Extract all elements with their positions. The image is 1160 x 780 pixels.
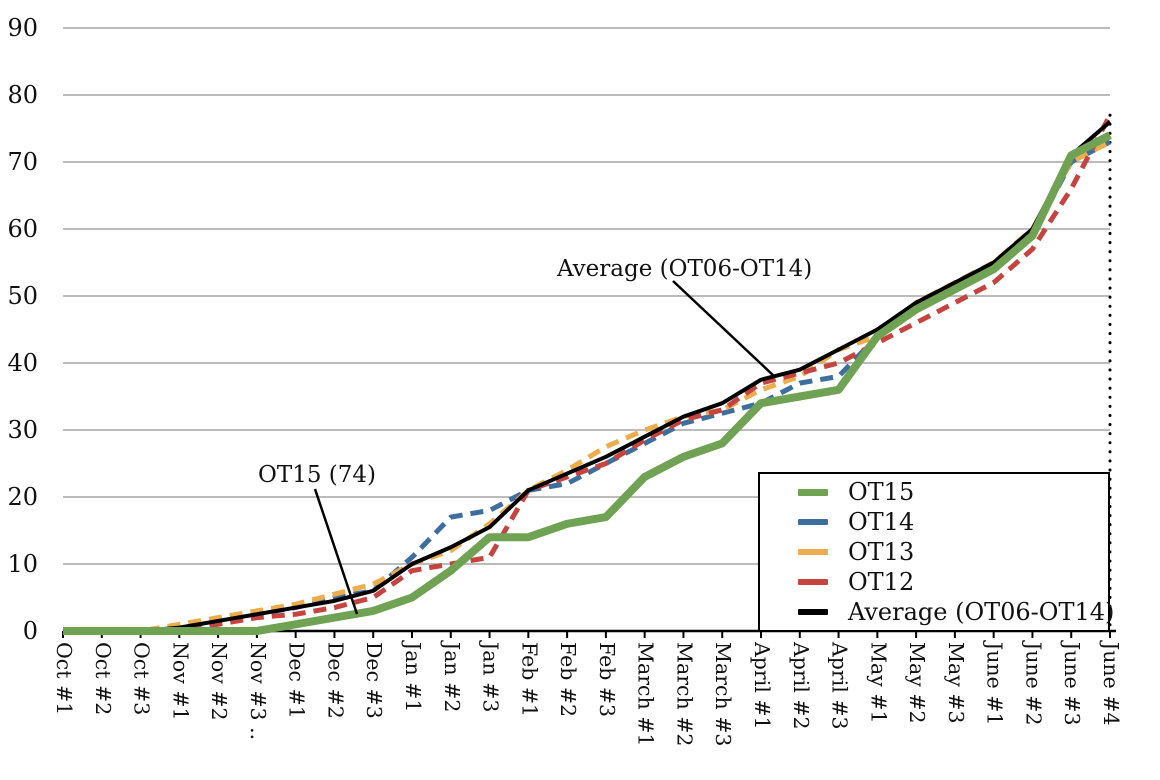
y-tick-label: 70 [7, 148, 38, 176]
legend-label: OT12 [848, 568, 915, 596]
y-tick-label: 30 [7, 416, 38, 444]
legend-label: OT15 [848, 478, 915, 506]
y-tick-label: 60 [7, 215, 38, 243]
x-tick-label: March #1 [634, 642, 658, 746]
x-tick-label: April #3 [828, 641, 852, 730]
legend-item-ot14: OT14 [798, 507, 1108, 537]
gridlines-group [63, 27, 1110, 565]
legend-swatch-icon [798, 488, 828, 496]
y-tick-label: 40 [7, 349, 38, 377]
y-tick-label: 80 [7, 81, 38, 109]
x-tick-label: Oct #1 [52, 642, 76, 715]
x-tick-label: Dec #1 [285, 642, 309, 719]
legend-item-ot13: OT13 [798, 537, 1108, 567]
x-tick-label: April #1 [750, 641, 774, 730]
series-line-average-ot06-ot14 [63, 120, 1112, 633]
y-tick-label: 10 [7, 550, 38, 578]
series-line-ot15 [63, 131, 1112, 635]
x-tick-label: Oct #3 [130, 642, 154, 715]
y-tick-label: 0 [23, 617, 38, 645]
y-tick-label: 20 [7, 483, 38, 511]
x-tick-label: March #3 [711, 642, 735, 746]
x-tick-label: March #2 [672, 642, 696, 746]
y-tick-label: 50 [7, 282, 38, 310]
x-tick-label: June #4 [1099, 640, 1123, 726]
x-tick-label: June #3 [1060, 640, 1084, 726]
series-group [63, 113, 1113, 635]
legend-swatch-icon [798, 609, 828, 615]
x-tick-label: May #2 [905, 642, 929, 724]
series-line-ot12 [63, 113, 1113, 634]
legend-item-average-ot06-ot14: Average (OT06-OT14) [798, 597, 1114, 627]
annotation-callout-line [313, 488, 359, 615]
legend-swatch-icon [798, 519, 828, 525]
y-tick-label: 90 [7, 14, 38, 42]
x-tick-label: May #1 [866, 642, 890, 724]
legend-label: OT13 [848, 538, 915, 566]
x-tick-label: Nov #2 [207, 642, 231, 721]
chart-legend: OT15 OT14 OT13 OT12 Average (OT06-OT14) [758, 472, 1114, 632]
x-tick-label: Feb #3 [595, 642, 619, 717]
legend-label: Average (OT06-OT14) [848, 598, 1115, 626]
x-tick-label: May #3 [944, 642, 968, 724]
x-tick-label: Jan #2 [440, 640, 464, 712]
x-tick-label: Nov #1 [168, 642, 192, 721]
x-tick-label: June #2 [1021, 640, 1045, 726]
annotation-callout-line [672, 280, 776, 378]
legend-swatch-icon [798, 579, 828, 585]
annotation-text: OT15 (74) [258, 462, 376, 488]
x-tick-label: June #1 [983, 640, 1007, 726]
x-tick-label: Feb #2 [556, 642, 580, 717]
legend-item-ot12: OT12 [798, 567, 1108, 597]
annotation-text: Average (OT06-OT14) [556, 256, 812, 282]
annotations-group: OT15 (74) Average (OT06-OT14) [258, 256, 812, 615]
x-tick-label: Jan #1 [401, 640, 425, 712]
x-tick-label: Dec #2 [323, 642, 347, 719]
x-tick-labels-group: Oct #1 Oct #2 Oct #3 Nov #1 Nov #2 Nov #3 .. D… [52, 640, 1123, 746]
legend-swatch-icon [798, 549, 828, 555]
x-tick-label: Dec #3 [362, 642, 386, 719]
x-tick-label: Nov #3 .. [246, 642, 270, 740]
x-tick-label: Feb #1 [517, 642, 541, 717]
x-tick-label: April #2 [789, 641, 813, 730]
x-tick-label: Oct #2 [91, 642, 115, 715]
y-tick-labels-group: 0 10 20 30 40 50 60 70 80 90 [7, 14, 38, 645]
x-tick-label: Jan #3 [479, 640, 503, 712]
legend-label: OT14 [848, 508, 915, 536]
legend-item-ot15: OT15 [798, 477, 1108, 507]
